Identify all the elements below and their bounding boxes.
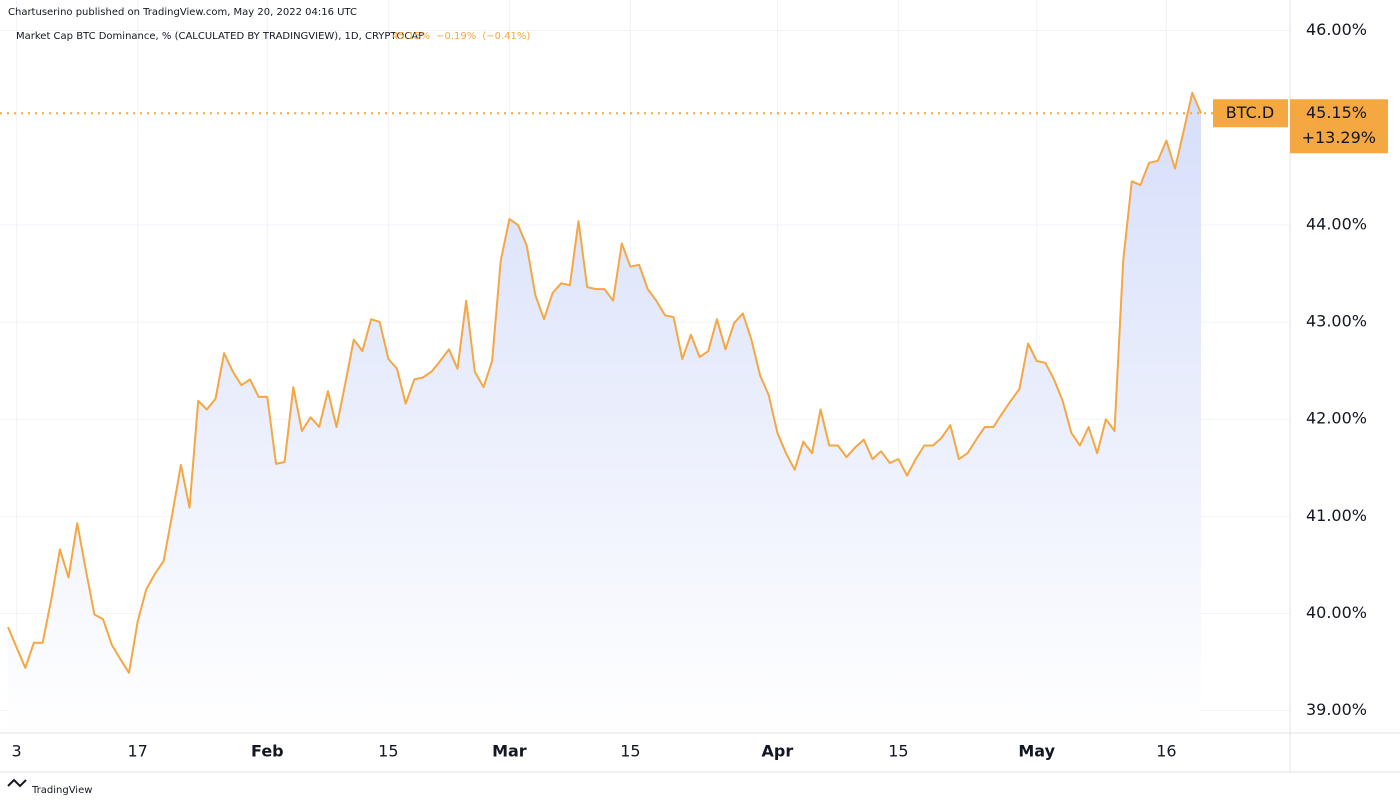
header-value: −0.19% (436, 31, 476, 42)
price-badge (1290, 99, 1388, 154)
y-tick-label: 46.00% (1306, 20, 1367, 39)
y-tick-label: 40.00% (1306, 603, 1367, 622)
symbol-label: BTC.D (1226, 103, 1274, 122)
y-tick-label: 39.00% (1306, 700, 1367, 719)
header-values: 45.15% −0.19% (−0.41%) (392, 31, 530, 42)
y-tick-label: 43.00% (1306, 312, 1367, 331)
area-fill (8, 92, 1201, 733)
published-note: Chartuserino published on TradingView.co… (8, 7, 357, 18)
change-label: +13.29% (1302, 128, 1376, 147)
y-tick-label: 42.00% (1306, 409, 1367, 428)
header-value: (−0.41%) (482, 31, 530, 42)
plot-area (7, 91, 1202, 733)
x-tick-label: Feb (251, 742, 284, 761)
x-tick-label: May (1018, 742, 1055, 761)
x-tick-label: 3 (12, 742, 22, 761)
price-annotation: BTC.D 45.15% +13.29% (0, 99, 1388, 154)
x-tick-label: 15 (620, 742, 640, 761)
price-label: 45.15% (1306, 103, 1367, 122)
x-tick-label: Apr (762, 742, 794, 761)
symbol-badge (1213, 99, 1288, 128)
chart-title: Market Cap BTC Dominance, % (CALCULATED … (16, 31, 424, 42)
logo-icon (7, 778, 27, 788)
y-tick-label: 41.00% (1306, 506, 1367, 525)
footer-brand: TradingView (31, 785, 92, 796)
price-line (7, 91, 1202, 674)
header-value: 45.15% (392, 31, 430, 42)
x-tick-label: Mar (492, 742, 527, 761)
x-tick-label: 17 (127, 742, 147, 761)
x-tick-label: 15 (888, 742, 908, 761)
y-tick-label: 44.00% (1306, 214, 1367, 233)
x-tick-label: 16 (1156, 742, 1176, 761)
x-tick-label: 15 (378, 742, 398, 761)
